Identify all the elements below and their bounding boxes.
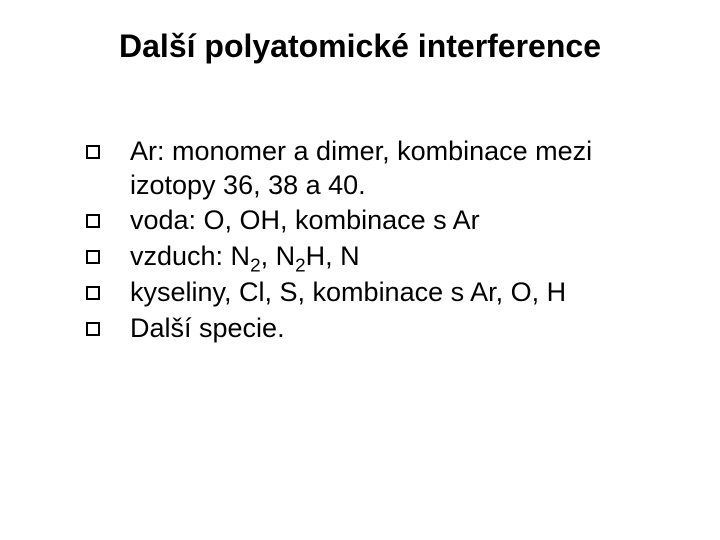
list-item: Ar: monomer a dimer, kombinace mezi izot… xyxy=(86,135,664,203)
list-item-text: Další specie. xyxy=(130,313,285,343)
list-item: kyseliny, Cl, S, kombinace s Ar, O, H xyxy=(86,276,664,310)
list-item-text: Ar: monomer a dimer, kombinace mezi izot… xyxy=(130,136,592,200)
list-item-text: kyseliny, Cl, S, kombinace s Ar, O, H xyxy=(130,277,566,307)
square-bullet-icon xyxy=(86,286,100,300)
square-bullet-icon xyxy=(86,214,100,228)
square-bullet-icon xyxy=(86,145,100,159)
list-item: vzduch: N2, N2H, N xyxy=(86,240,664,274)
bullet-list: Ar: monomer a dimer, kombinace mezi izot… xyxy=(50,135,670,346)
slide-title: Další polyatomické interference xyxy=(50,28,670,65)
list-item: Další specie. xyxy=(86,312,664,346)
list-item-text: voda: O, OH, kombinace s Ar xyxy=(130,205,480,235)
list-item-text: vzduch: N2, N2H, N xyxy=(130,241,360,271)
square-bullet-icon xyxy=(86,250,100,264)
list-item: voda: O, OH, kombinace s Ar xyxy=(86,204,664,238)
square-bullet-icon xyxy=(86,322,100,336)
slide: Další polyatomické interference Ar: mono… xyxy=(0,0,720,540)
